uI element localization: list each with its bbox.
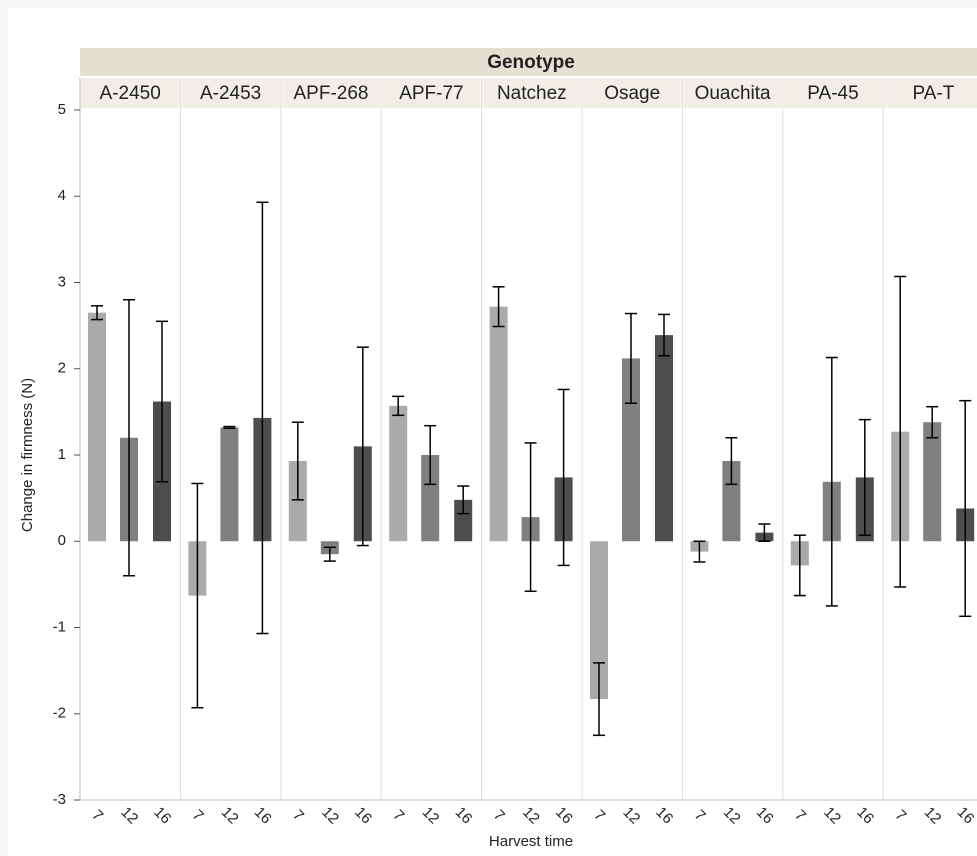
y-tick-label: 1 [58, 446, 66, 463]
bar [288, 461, 307, 542]
y-tick-label: -2 [53, 705, 66, 722]
bar [421, 455, 440, 542]
facet-label-bg [683, 78, 782, 108]
y-tick-label: 5 [58, 101, 66, 118]
bar [622, 358, 640, 542]
error-bar [191, 482, 204, 709]
facet-label: Ouachita [695, 83, 771, 104]
error-bar [291, 421, 304, 501]
y-tick-label: 2 [58, 360, 66, 377]
error-bar [725, 437, 738, 486]
facet-label-bg [783, 78, 883, 108]
facet-label: PA-45 [807, 83, 858, 104]
facet-label: Osage [604, 83, 660, 104]
error-bar [926, 405, 939, 439]
error-bar [658, 313, 670, 357]
y-tick-label: 4 [58, 187, 66, 204]
error-bar [424, 424, 437, 486]
facet-label: APF-268 [294, 83, 369, 104]
facet-label: A-2450 [100, 83, 161, 104]
facet-label-bg [482, 78, 581, 108]
bar [655, 335, 673, 542]
error-bar [356, 346, 369, 547]
error-bar [557, 388, 570, 567]
facet-title: Genotype [487, 52, 575, 73]
error-bar [457, 485, 470, 515]
bar [88, 312, 106, 542]
facet-label-bg [181, 78, 280, 108]
facet-label: PA-T [912, 83, 954, 104]
error-bar [91, 305, 103, 321]
facet-header [80, 48, 977, 76]
bar [722, 461, 741, 542]
bar [590, 541, 608, 700]
error-bar [959, 399, 972, 618]
bar [923, 422, 942, 542]
y-tick-label: -1 [53, 618, 66, 635]
facet-label: APF-77 [399, 83, 463, 104]
facet-label-bg [583, 78, 682, 108]
bar [454, 499, 473, 542]
error-bar [392, 395, 405, 417]
y-axis-label: Change in firmness (N) [19, 378, 36, 532]
error-bar [256, 201, 269, 635]
error-bar [524, 442, 537, 593]
facet-label: Natchez [497, 83, 567, 104]
facet-label-bg [281, 78, 381, 108]
y-tick-label: 3 [58, 273, 66, 290]
facet-label-bg [884, 78, 977, 108]
facet-label-bg [382, 78, 481, 108]
x-axis-label: Harvest time [489, 833, 573, 850]
error-bar [223, 425, 236, 430]
bar [220, 427, 239, 542]
error-bar [593, 662, 605, 737]
error-bar [323, 546, 336, 562]
facet-label: A-2453 [200, 83, 261, 104]
facet-label-bg [81, 78, 180, 108]
error-bar [793, 534, 806, 597]
bar [389, 405, 408, 542]
error-bar [693, 540, 706, 563]
error-bar [156, 320, 168, 483]
y-tick-label: 0 [58, 532, 66, 549]
error-bar [858, 418, 871, 536]
error-bar [625, 312, 637, 404]
error-bar [758, 523, 771, 542]
error-bar [825, 356, 838, 607]
error-bar [492, 286, 505, 328]
y-tick-label: -3 [53, 791, 66, 808]
bar [489, 306, 508, 542]
error-bar [894, 275, 907, 588]
error-bar [123, 299, 135, 577]
